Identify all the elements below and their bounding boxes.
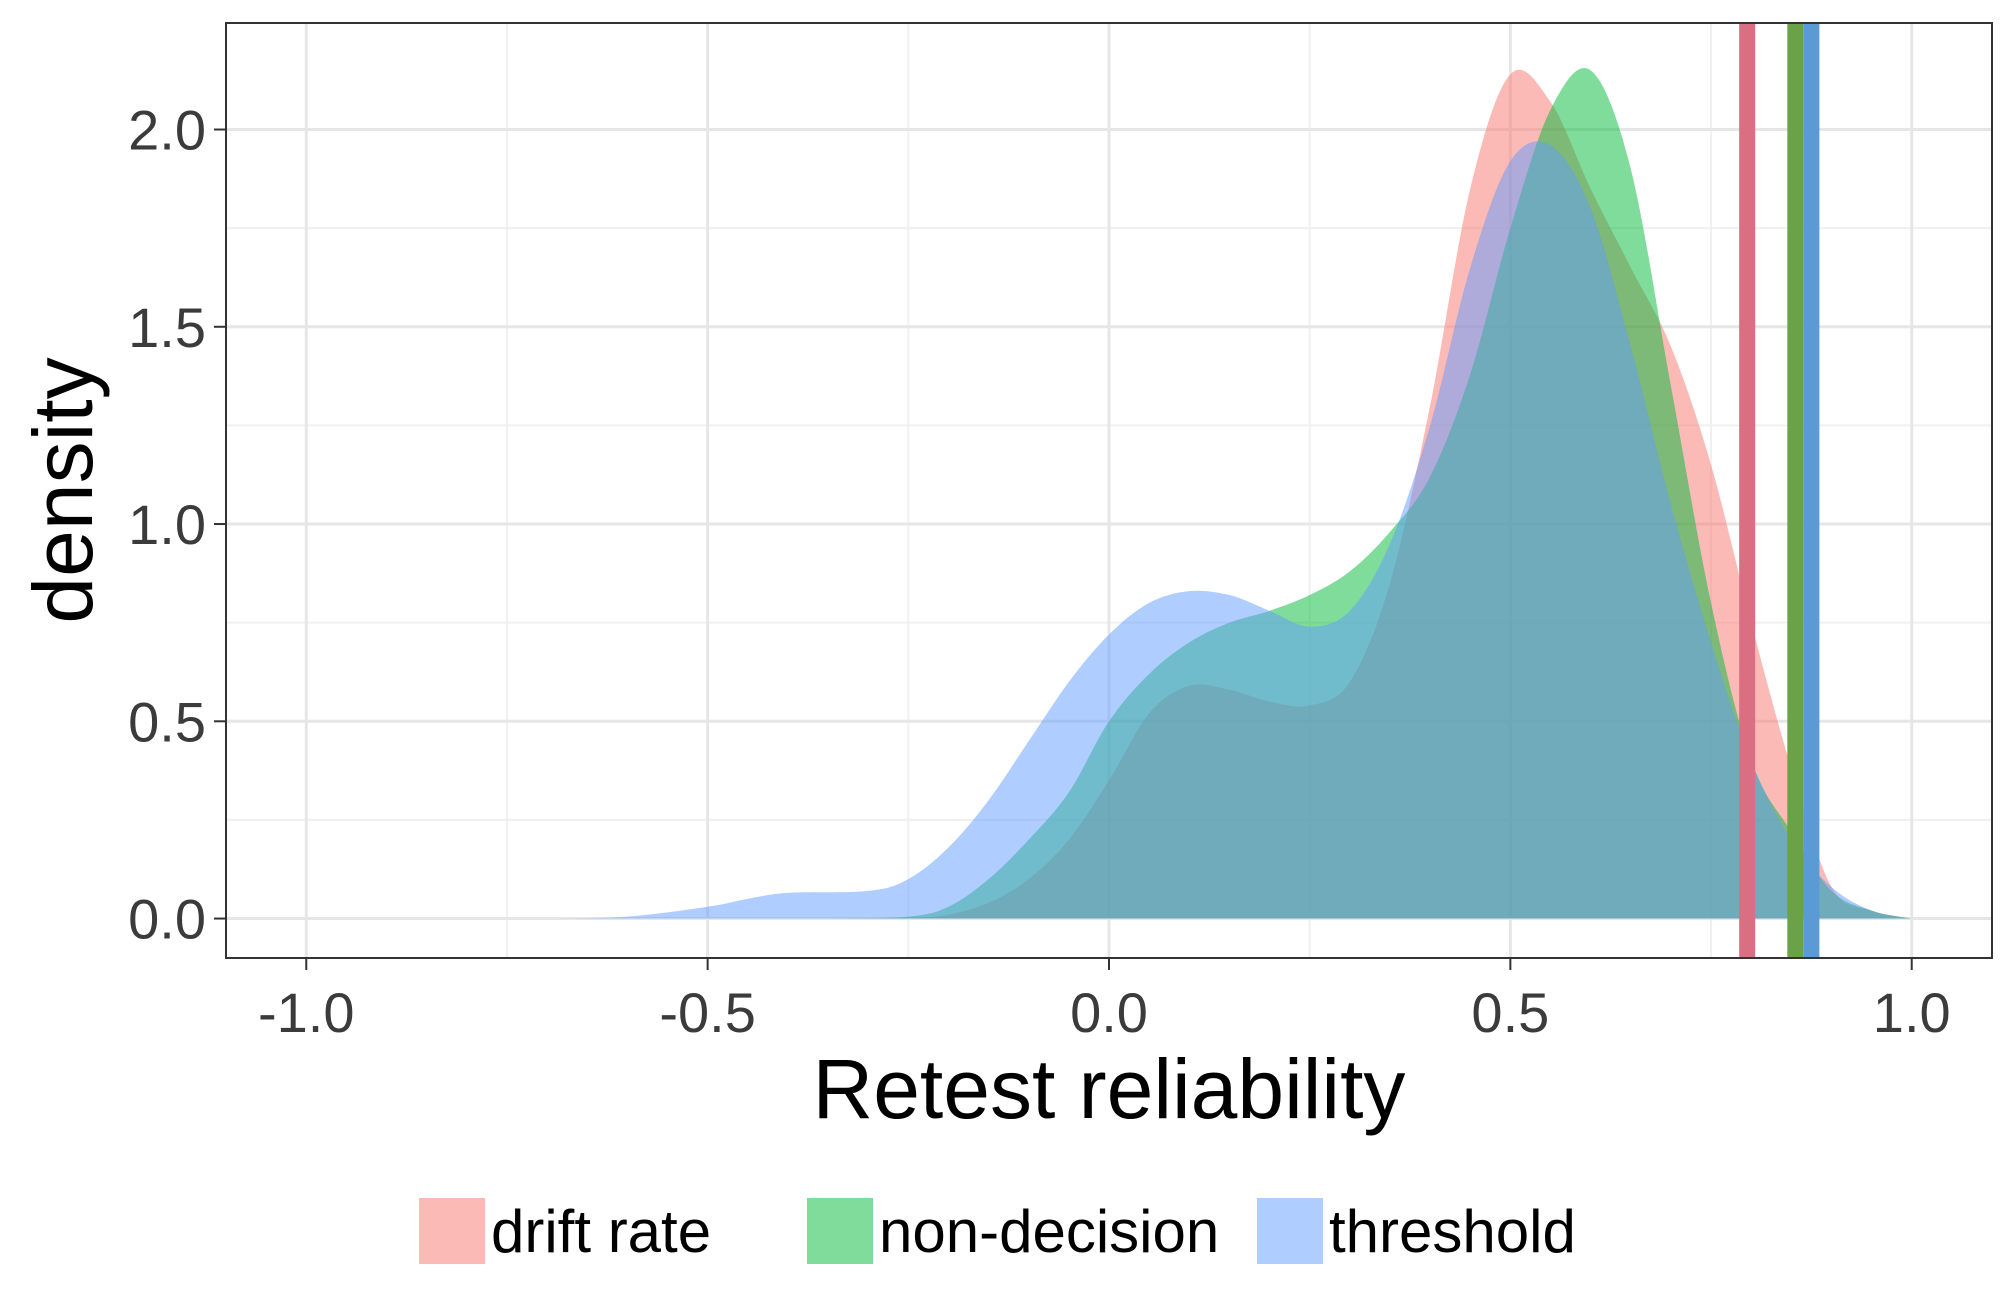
y-tick-label: 1.5 [128, 296, 206, 359]
x-tick-label: -0.5 [659, 981, 756, 1044]
y-tick-label: 0.0 [128, 888, 206, 951]
legend-label-threshold: threshold [1329, 1198, 1576, 1265]
density-area-threshold [547, 141, 1912, 919]
density-areas [547, 68, 1912, 919]
legend-key-non-decision [807, 1198, 873, 1264]
legend-key-drift-rate [419, 1198, 485, 1264]
y-tick-label: 0.5 [128, 690, 206, 753]
y-tick-label: 2.0 [128, 99, 206, 162]
x-tick-label: 1.0 [1873, 981, 1951, 1044]
legend: drift rate non-decision threshold [419, 1198, 1576, 1265]
reference-lines [1739, 23, 1820, 958]
x-tick-label: 0.0 [1070, 981, 1148, 1044]
legend-label-non-decision: non-decision [879, 1198, 1219, 1265]
x-tick-label: 0.5 [1471, 981, 1549, 1044]
x-tick-label: -1.0 [258, 981, 355, 1044]
legend-key-threshold [1257, 1198, 1323, 1264]
legend-label-drift-rate: drift rate [491, 1198, 711, 1265]
y-tick-label: 1.0 [128, 493, 206, 556]
y-axis-title: density [16, 357, 110, 623]
x-axis-title: Retest reliability [813, 1042, 1406, 1136]
axis-ticks: -1.0 -0.5 0.0 0.5 1.0 0.0 0.5 1.0 1.5 2.0 [128, 99, 1951, 1044]
